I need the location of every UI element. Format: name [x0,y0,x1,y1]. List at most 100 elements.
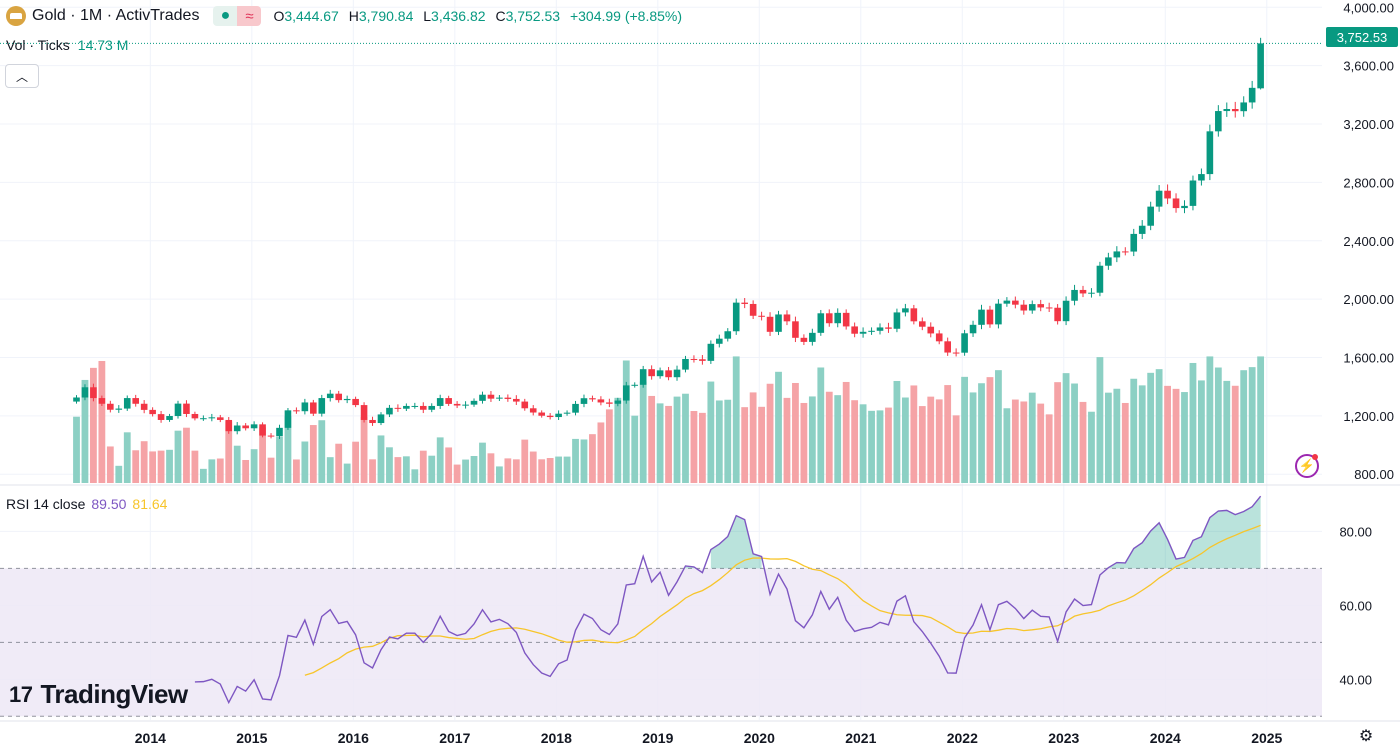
candle-body [157,414,165,420]
volume-bar [183,427,190,483]
tradingview-mark-icon: 17 [9,681,33,707]
rsi-ma-value: 81.64 [132,496,168,512]
open-value: 3,444.67 [284,8,339,24]
candle-body [1155,190,1163,207]
notification-dot [1312,454,1318,460]
candle-body [140,403,148,410]
volume-bar [1206,356,1214,483]
rsi-legend[interactable]: RSI 14 close 89.50 81.64 [6,496,167,512]
candle-body [326,393,334,399]
symbol-status-pill[interactable]: ● ≈ [213,6,262,26]
price-axis-label: 2,800.00 [1343,175,1394,190]
time-axis-label: 2025 [1251,730,1282,746]
candle-body [1181,205,1188,209]
price-axis-label: 3,200.00 [1343,117,1394,132]
price-axis-label: 800.00 [1354,467,1394,482]
candle-body [496,397,503,399]
gear-icon[interactable]: ⚙ [1358,728,1374,745]
volume-bar [250,449,258,483]
volume-bar [859,404,867,483]
volume-bar [512,459,520,483]
volume-bar [563,456,571,483]
candle-body [107,403,114,410]
volume-bar [1130,378,1138,483]
price-axis-label: 2,000.00 [1343,292,1394,307]
candle-body [98,398,106,404]
price-axis-label: 1,600.00 [1343,351,1394,366]
volume-bar [800,402,808,483]
volume-bar [589,434,596,483]
volume-bar [1045,414,1053,483]
volume-bar [487,453,495,483]
candle-body [809,332,816,342]
time-axis-label: 2019 [642,730,673,746]
price-axis-label: 2,400.00 [1343,234,1394,249]
volume-bar [715,400,723,483]
volume-legend[interactable]: Vol · Ticks 14.73 M [6,37,128,53]
volume-bar [1214,367,1222,483]
candle-body [1231,109,1239,112]
collapse-legend-button[interactable]: ︿ [5,64,39,88]
volume-bar [1037,403,1045,483]
volume-bar [73,416,80,483]
volume-bar [521,439,529,483]
ohlc-values: O3,444.67 H3,790.84 L3,436.82 C3,752.53 … [273,8,688,24]
candle-body [1206,131,1214,175]
candle-body [834,312,842,324]
candle-body [1147,206,1154,226]
candle-body [419,405,427,410]
rsi-axis-label: 60.00 [1339,598,1372,613]
volume-bar [453,464,461,483]
candle-body [555,413,562,418]
candle-body [665,370,672,378]
candle-body [538,412,545,416]
candle-body [876,327,884,331]
time-axis-label: 2024 [1150,730,1181,746]
volume-bar [301,441,309,483]
tradingview-logo[interactable]: 17 TradingView [9,679,188,710]
candle-body [386,407,393,415]
candle-body [648,369,655,377]
volume-label: Vol · Ticks [6,37,70,53]
candle-body [935,333,943,342]
candle-body [1130,233,1138,252]
candle-body [1096,265,1104,293]
lightning-icon[interactable]: ⚡ [1295,454,1319,478]
volume-bar [233,445,241,483]
volume-bar [1096,357,1104,483]
candle-body [656,370,664,377]
volume-bar [952,415,960,483]
candle-body [690,358,698,360]
volume-bar [580,439,588,483]
volume-bar [123,432,131,483]
volume-bar [318,420,326,483]
volume-bar [927,396,935,483]
candle-body [293,410,300,412]
candle-body [614,400,622,404]
candle-body [462,404,469,406]
candle-body [1028,304,1036,311]
volume-bar [817,367,825,483]
time-axis-label: 2021 [845,730,876,746]
symbol-title[interactable]: Gold · 1M · ActivTrades [32,7,200,24]
candle-body [758,315,765,317]
volume-bar [1071,383,1078,483]
candle-body [1003,300,1011,304]
candle-body [741,302,748,304]
candle-body [521,401,529,409]
candle-body [123,398,131,409]
candle-body [1071,289,1078,301]
candle-body [132,398,140,404]
volume-bar [428,455,436,483]
volume-bar [115,465,123,483]
rsi-line [194,495,1262,705]
candle-body [242,425,249,429]
candle-body [868,330,875,332]
volume-bar [1189,362,1197,483]
candle-body [216,417,224,420]
volume-bar [724,399,732,483]
time-axis-label: 2015 [236,730,267,746]
volume-bar [132,450,140,483]
volume-bar [1011,399,1019,483]
